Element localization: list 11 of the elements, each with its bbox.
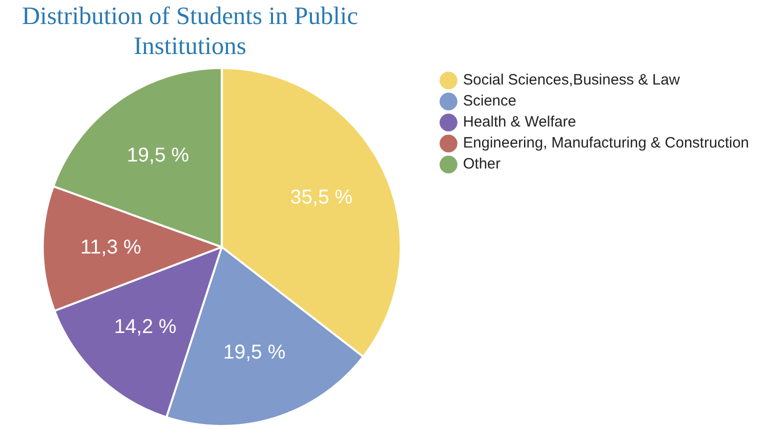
legend-label: Other (463, 156, 501, 173)
data-label: 19,5 % (223, 342, 286, 364)
chart-title: Distribution of Students in Public Institutions (20, 2, 360, 62)
data-label: 19,5 % (126, 144, 190, 167)
legend-label: Health & Welfare (463, 114, 576, 131)
legend-label: Engineering, Manufacturing & Construction (463, 134, 750, 152)
data-label: 14,2 % (114, 316, 177, 338)
data-label: 35,5 % (290, 186, 353, 209)
legend-label: Social Sciences,Business & Law (463, 72, 680, 89)
legend-label: Science (463, 92, 516, 110)
data-label: 11,3 % (80, 236, 142, 259)
